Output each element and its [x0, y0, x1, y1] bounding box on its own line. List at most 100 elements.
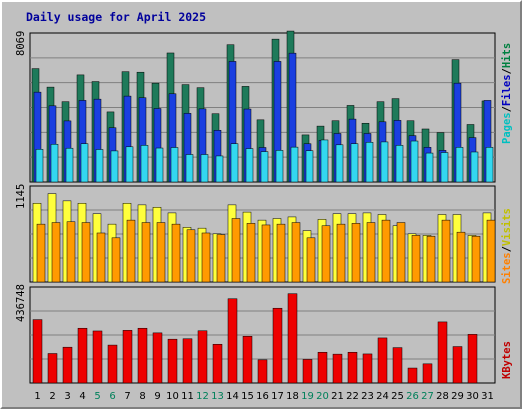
middle-panel-ymax-label: 1145 — [15, 184, 27, 209]
sites-bar — [186, 229, 196, 283]
x-tick-label: 21 — [331, 391, 344, 402]
bar-marks — [31, 30, 496, 384]
kbytes-bar — [467, 334, 478, 384]
pages-bar — [335, 144, 344, 183]
kbytes-bar — [197, 330, 208, 384]
bottom-panel-ymax-label: 436748 — [15, 284, 27, 322]
pages-bar — [425, 152, 434, 183]
kbytes-bar — [422, 363, 433, 384]
sites-bar — [261, 224, 271, 283]
x-tick-label: 4 — [79, 391, 85, 402]
legend-sites: Sites — [501, 252, 513, 284]
kbytes-bar — [62, 346, 73, 384]
pages-bar — [365, 142, 374, 183]
sites-bar — [486, 219, 496, 283]
x-tick-label: 2 — [49, 391, 55, 402]
sites-bar — [141, 222, 151, 283]
sites-bar — [96, 232, 106, 283]
kbytes-bar — [272, 307, 283, 384]
x-tick-label: 19 — [301, 391, 314, 402]
pages-bar — [245, 148, 254, 183]
kbytes-bar — [92, 330, 103, 384]
x-tick-label: 7 — [124, 391, 130, 402]
top-panel-ymax-label: 8069 — [15, 31, 27, 56]
pages-bar — [305, 150, 314, 183]
pages-bar — [50, 144, 59, 183]
x-tick-label: 5 — [94, 391, 100, 402]
pages-bar — [110, 150, 119, 183]
kbytes-bar — [452, 346, 463, 384]
x-tick-label: 22 — [346, 391, 359, 402]
pages-bar — [275, 150, 284, 183]
x-tick-label: 24 — [376, 391, 389, 402]
pages-bar — [80, 143, 89, 183]
sites-bar — [411, 235, 421, 283]
kbytes-bar — [377, 337, 388, 384]
pages-bar — [485, 147, 494, 183]
pages-bar — [200, 154, 209, 183]
sites-bar — [381, 219, 391, 283]
kbytes-bar — [332, 353, 343, 384]
sites-bar — [276, 223, 286, 283]
x-tick-label: 25 — [391, 391, 404, 402]
legend-kbytes: KBytes — [501, 341, 513, 379]
bottom-panel-legend: KBytes — [501, 341, 513, 379]
kbytes-bar — [167, 338, 178, 384]
x-tick-label: 17 — [271, 391, 284, 402]
pages-bar — [155, 147, 164, 183]
kbytes-bar — [407, 367, 418, 384]
legend-separator: / — [501, 106, 513, 112]
sites-bar — [216, 234, 226, 283]
legend-visits: Visits — [501, 208, 513, 246]
pages-bar — [440, 152, 449, 183]
x-tick-label: 29 — [451, 391, 464, 402]
pages-bar — [125, 146, 134, 183]
kbytes-bar — [317, 351, 328, 384]
sites-bar — [366, 222, 376, 283]
sites-bar — [51, 222, 61, 283]
x-tick-label: 11 — [181, 391, 194, 402]
x-tick-label: 18 — [286, 391, 299, 402]
x-tick-label: 15 — [241, 391, 254, 402]
x-tick-label: 14 — [226, 391, 239, 402]
kbytes-bar — [347, 351, 358, 384]
sites-bar — [321, 225, 331, 283]
pages-bar — [380, 141, 389, 183]
pages-bar — [320, 139, 329, 183]
x-tick-label: 27 — [421, 391, 434, 402]
x-tick-label: 28 — [436, 391, 449, 402]
legend-files: Files — [501, 74, 513, 106]
pages-bar — [455, 147, 464, 183]
legend-separator: / — [501, 68, 513, 74]
x-tick-label: 3 — [64, 391, 70, 402]
kbytes-bar — [287, 293, 298, 384]
legend-separator: / — [501, 246, 513, 252]
kbytes-bar — [242, 335, 253, 384]
pages-bar — [230, 143, 239, 183]
pages-bar — [170, 147, 179, 183]
sites-bar — [306, 237, 316, 283]
x-tick-label: 31 — [481, 391, 494, 402]
sites-bar — [66, 221, 76, 283]
sites-bar — [291, 222, 301, 283]
pages-bar — [470, 151, 479, 183]
kbytes-bar — [182, 338, 193, 384]
sites-bar — [201, 232, 211, 283]
sites-bar — [231, 218, 241, 283]
x-tick-label: 26 — [406, 391, 419, 402]
kbytes-bar — [227, 298, 238, 384]
x-tick-label: 16 — [256, 391, 269, 402]
sites-bar — [351, 223, 361, 283]
chart-title: Daily usage for April 2025 — [26, 10, 206, 24]
sites-bar — [171, 223, 181, 283]
x-tick-label: 8 — [139, 391, 145, 402]
pages-bar — [410, 140, 419, 183]
sites-bar — [336, 223, 346, 283]
pages-bar — [140, 145, 149, 183]
x-tick-label: 6 — [109, 391, 115, 402]
sites-bar — [81, 222, 91, 283]
kbytes-bar — [257, 359, 268, 384]
kbytes-bar — [437, 321, 448, 384]
x-tick-label: 1 — [34, 391, 40, 402]
